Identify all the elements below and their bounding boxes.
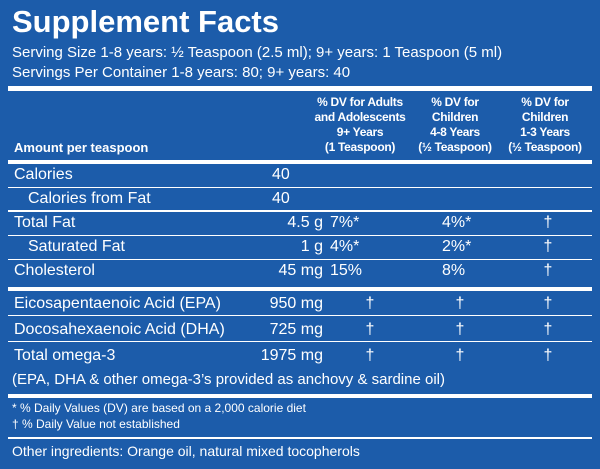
footnote: † % Daily Value not established: [12, 417, 180, 431]
amount-header: Amount per teaspoon: [14, 140, 149, 155]
amount: 4.5 g: [287, 214, 323, 231]
daily-value: †: [543, 262, 553, 279]
amount: 1975 mg: [260, 347, 323, 364]
daily-value: 7%*: [330, 214, 360, 231]
thick-rule: [8, 160, 592, 164]
column-header: (1 Teaspoon): [324, 140, 396, 154]
column-header: (½ Teaspoon): [418, 140, 492, 154]
nutrient-name: Calories: [14, 166, 73, 183]
serving-size: Serving Size 1-8 years: ½ Teaspoon (2.5 …: [12, 44, 503, 61]
daily-value: 2%*: [442, 238, 472, 255]
amount: 1 g: [300, 238, 323, 255]
daily-value: †: [455, 295, 465, 312]
column-header: % DV for: [521, 95, 569, 109]
nutrient-name: Total omega-3: [14, 347, 116, 364]
footnote: * % Daily Values (DV) are based on a 2,0…: [12, 401, 306, 415]
nutrient-name: Eicosapentaenoic Acid (EPA): [14, 295, 221, 312]
title: Supplement Facts: [12, 4, 279, 39]
thick-rule: [8, 394, 592, 398]
nutrient-name: Saturated Fat: [28, 238, 125, 255]
column-header: % DV for Adults: [317, 95, 403, 109]
daily-value: †: [365, 347, 375, 364]
amount: 40: [272, 190, 290, 207]
nutrient-name: Cholesterol: [14, 262, 95, 279]
daily-value: †: [543, 347, 553, 364]
column-header: 4-8 Years: [430, 125, 480, 139]
nutrient-name: Total Fat: [14, 214, 76, 231]
thick-rule: [8, 287, 592, 291]
daily-value: †: [365, 295, 375, 312]
daily-value: †: [543, 238, 553, 255]
rule: [8, 437, 592, 439]
nutrient-name: Calories from Fat: [28, 190, 151, 207]
rule: [8, 341, 592, 342]
amount: 725 mg: [269, 321, 323, 338]
column-header: and Adolescents: [314, 110, 406, 124]
amount: 40: [272, 166, 290, 183]
column-header: (½ Teaspoon): [508, 140, 582, 154]
note: (EPA, DHA & other omega-3’s provided as …: [12, 371, 445, 388]
daily-value: †: [543, 214, 553, 231]
rule: [8, 235, 592, 236]
daily-value: †: [455, 347, 465, 364]
rule: [8, 315, 592, 316]
servings-per-container: Servings Per Container 1-8 years: 80; 9+…: [12, 64, 351, 81]
column-header: Children: [521, 110, 569, 124]
column-header: 9+ Years: [336, 125, 384, 139]
daily-value: †: [543, 295, 553, 312]
daily-value: 4%*: [442, 214, 472, 231]
other-ingredients: Other ingredients: Orange oil, natural m…: [12, 443, 360, 459]
daily-value: †: [543, 321, 553, 338]
rule: [8, 210, 592, 212]
column-header: Children: [431, 110, 479, 124]
nutrient-name: Docosahexaenoic Acid (DHA): [14, 321, 225, 338]
amount: 45 mg: [278, 262, 323, 279]
daily-value: 15%: [330, 262, 363, 279]
rule: [8, 187, 592, 188]
rule: [8, 259, 592, 260]
daily-value: †: [365, 321, 375, 338]
column-header: 1-3 Years: [520, 125, 570, 139]
daily-value: 8%: [442, 262, 466, 279]
column-header: % DV for: [431, 95, 479, 109]
daily-value: 4%*: [330, 238, 360, 255]
thick-rule: [8, 86, 592, 91]
daily-value: †: [455, 321, 465, 338]
amount: 950 mg: [269, 295, 323, 312]
